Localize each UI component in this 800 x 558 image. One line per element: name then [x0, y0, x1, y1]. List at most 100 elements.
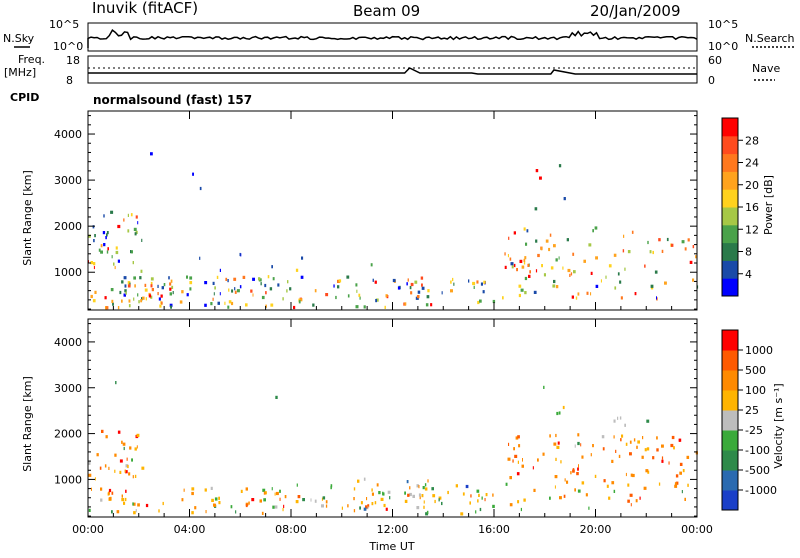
velocity-cell: [514, 454, 518, 458]
velocity-xtick-label: 16:00: [478, 523, 510, 536]
velocity-cell: [330, 486, 332, 490]
beam-title: Beam 09: [353, 2, 420, 20]
power-cell: [575, 296, 578, 300]
velocity-cell: [516, 472, 520, 476]
power-cell: [300, 275, 304, 279]
power-colorbar-label: 12: [745, 223, 759, 236]
power-cell: [125, 291, 127, 295]
power-cell: [94, 290, 97, 294]
power-cell: [614, 286, 617, 290]
power-cell: [113, 262, 115, 266]
velocity-cell: [94, 477, 96, 481]
velocity-cell: [218, 496, 220, 500]
power-cell: [492, 299, 496, 304]
velocity-cell: [111, 510, 113, 514]
power-cell: [90, 294, 93, 299]
velocity-colorbar-segment: [722, 430, 738, 451]
velocity-cell: [406, 480, 409, 484]
velocity-cell: [371, 502, 374, 506]
power-cell: [518, 293, 521, 298]
velocity-cell: [679, 471, 682, 475]
velocity-cell: [602, 447, 605, 451]
velocity-cell: [119, 459, 123, 463]
power-cell: [416, 295, 420, 299]
velocity-cell: [134, 474, 137, 478]
velocity-cell: [613, 419, 616, 423]
velocity-y-axis: 1000 2000 3000 4000: [54, 323, 697, 517]
power-cell: [479, 299, 482, 303]
power-cell: [137, 293, 139, 297]
power-cell: [586, 291, 589, 295]
power-cell: [127, 213, 129, 217]
power-cell: [666, 237, 669, 242]
velocity-cell: [668, 461, 670, 465]
velocity-cell: [367, 504, 370, 508]
power-cell: [112, 302, 114, 306]
velocity-cell: [620, 438, 622, 442]
power-cell: [670, 243, 674, 247]
velocity-cell: [119, 470, 122, 474]
power-cell: [654, 270, 658, 274]
power-cell: [550, 266, 554, 270]
power-cell: [453, 282, 455, 286]
power-cell: [372, 278, 374, 282]
freq-label: Freq.: [18, 53, 45, 66]
velocity-cell: [374, 501, 377, 505]
velocity-cell: [125, 464, 129, 468]
power-cell: [558, 256, 560, 260]
velocity-cell: [295, 500, 299, 504]
power-cell: [170, 305, 172, 309]
velocity-cell: [210, 486, 213, 490]
power-cell: [106, 233, 108, 237]
velocity-cell: [580, 443, 582, 447]
power-cell: [217, 301, 220, 305]
power-cell: [298, 300, 301, 304]
power-cell: [480, 282, 483, 286]
power-cell: [289, 287, 292, 291]
velocity-cell: [549, 496, 551, 500]
power-cell: [524, 256, 527, 260]
noise-sky-trace: [87, 28, 698, 48]
velocity-cell: [134, 447, 137, 451]
power-cell: [543, 273, 546, 277]
power-cell: [141, 297, 143, 301]
velocity-colorbar: 1000 500 100 25 -25 -100 -500 -1000: [721, 329, 777, 511]
power-cell: [117, 259, 120, 263]
power-cell: [540, 247, 543, 251]
velocity-cell: [507, 457, 511, 461]
velocity-cell: [633, 438, 636, 442]
velocity-cell: [624, 423, 626, 427]
velocity-cell: [279, 497, 281, 501]
velocity-cell: [560, 460, 562, 464]
velocity-cell: [518, 444, 521, 448]
velocity-cell: [438, 498, 440, 502]
power-cell: [144, 288, 148, 292]
power-cell: [644, 264, 646, 268]
power-cell: [144, 283, 147, 287]
velocity-cell: [476, 489, 480, 493]
power-cell: [325, 293, 329, 297]
power-cell: [219, 268, 221, 272]
velocity-cell: [409, 492, 412, 497]
velocity-cell: [509, 503, 513, 507]
power-cell: [692, 245, 695, 249]
velocity-cell: [682, 469, 685, 473]
power-cell: [132, 261, 134, 265]
power-cell: [572, 252, 575, 256]
power-cell: [337, 285, 340, 289]
power-cell: [358, 293, 361, 297]
velocity-cell: [259, 499, 262, 503]
power-cell: [161, 286, 164, 290]
velocity-cell: [88, 508, 91, 512]
velocity-cell: [517, 500, 520, 504]
velocity-cell: [621, 434, 624, 438]
power-cell: [649, 250, 652, 254]
power-cell: [359, 296, 361, 300]
power-cell: [123, 276, 127, 280]
velocity-cell: [588, 506, 590, 510]
velocity-cell: [418, 493, 421, 497]
velocity-cell: [615, 449, 617, 453]
power-cell: [127, 229, 130, 233]
power-cell: [231, 289, 234, 293]
power-cell: [552, 284, 556, 288]
